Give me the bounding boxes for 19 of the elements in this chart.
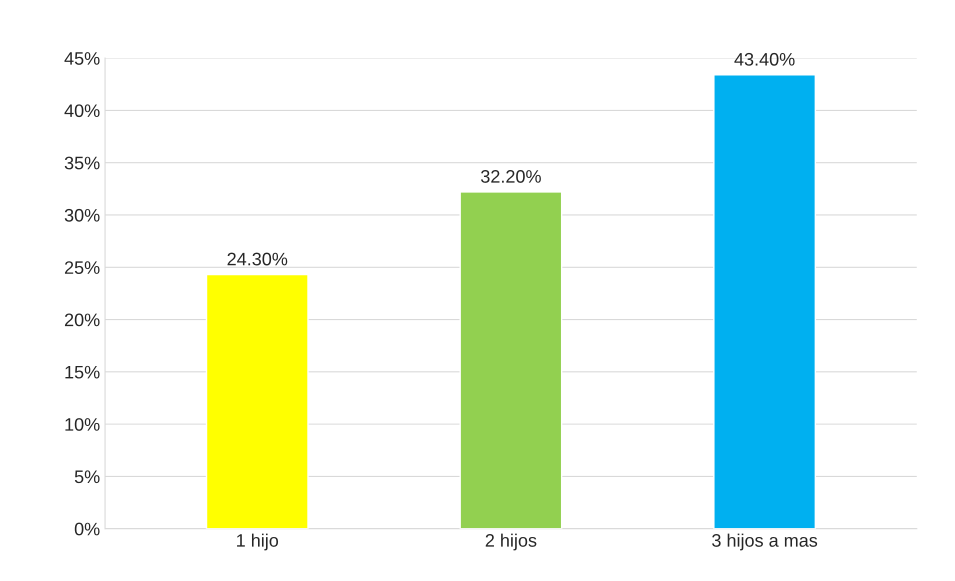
y-tick-label: 30% xyxy=(64,208,100,222)
bar xyxy=(713,74,816,529)
x-tick-label: 3 hijos a mas xyxy=(712,534,818,550)
y-tick-label: 10% xyxy=(65,418,100,431)
data-label: 24.30% xyxy=(228,252,288,266)
x-tick-label: 1 hijo xyxy=(237,534,278,550)
y-tick-label: 40% xyxy=(64,104,100,118)
y-tick-label: 45% xyxy=(64,52,100,65)
bar xyxy=(206,274,309,529)
y-tick-label: 20% xyxy=(64,313,100,326)
y-tick-label: 25% xyxy=(64,261,100,274)
x-tick-label: 2 hijos xyxy=(486,534,536,550)
y-tick-label: 35% xyxy=(64,156,100,170)
bar xyxy=(459,191,562,529)
data-label: 43.40% xyxy=(734,52,795,66)
data-label: 32.20% xyxy=(480,170,541,183)
y-tick-label: 0% xyxy=(74,522,100,536)
y-tick-label: 5% xyxy=(74,470,100,484)
y-tick-label: 15% xyxy=(65,366,100,379)
